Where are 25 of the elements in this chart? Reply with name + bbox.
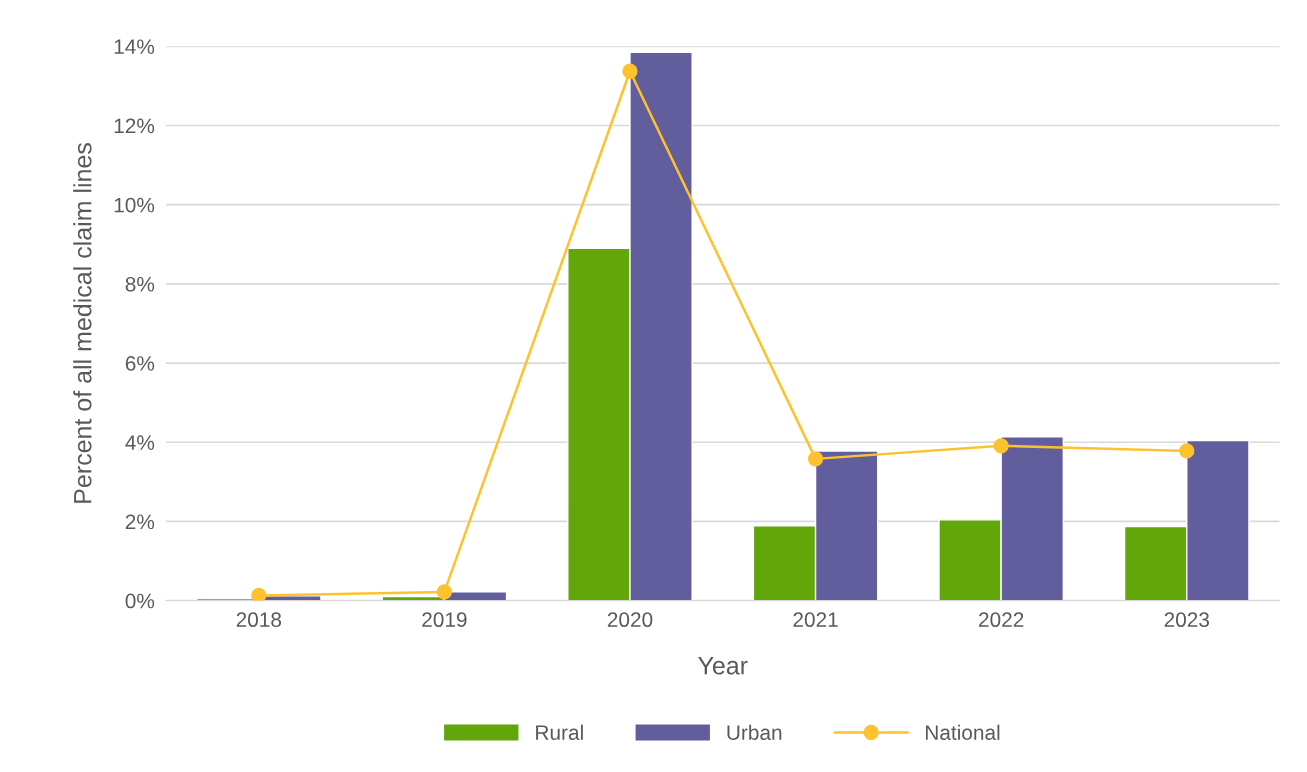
x-axis-title: Year [698,657,748,675]
y-tick-label: 12% [114,118,155,134]
point [993,438,1009,454]
x-tick-label: 2018 [236,612,282,628]
y-axis-title: Percent of all medical claim lines [73,143,92,503]
y-tick-label: 6% [125,356,155,371]
x-tick-label: 2019 [422,612,467,628]
y-tick-label: 0% [125,593,155,609]
point [807,451,824,467]
y-tick-label: 8% [125,276,155,292]
y-tick-label: 14% [114,39,155,54]
x-tick-label: 2021 [793,612,838,628]
legend-label: Urban [727,724,782,740]
y-tick-label: 10% [114,197,155,213]
point [1179,443,1195,459]
legend-label: National [925,724,1000,740]
point [251,587,267,601]
x-tick-label: 2020 [607,612,653,628]
legend-label: Rural [536,724,583,740]
x-tick-label: 2023 [1164,612,1210,628]
point [622,63,638,79]
y-tick-label: 2% [125,514,155,530]
point [436,584,453,600]
x-tick-label: 2022 [979,612,1024,628]
y-tick-label: 4% [125,435,155,450]
